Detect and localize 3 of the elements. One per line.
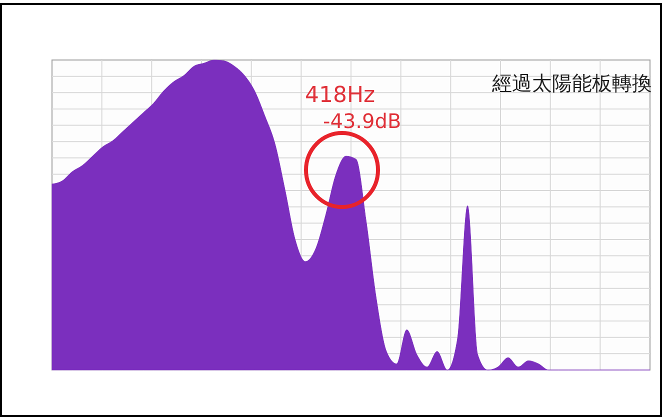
- annotation: 經過太陽能板轉換: [491, 71, 652, 95]
- annotation: -43.9dB: [323, 109, 402, 133]
- annotation: 418Hz: [305, 83, 376, 108]
